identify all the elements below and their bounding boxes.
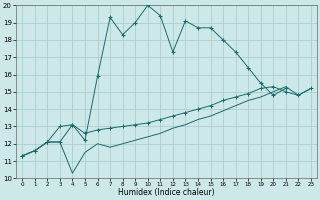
X-axis label: Humidex (Indice chaleur): Humidex (Indice chaleur) bbox=[118, 188, 215, 197]
